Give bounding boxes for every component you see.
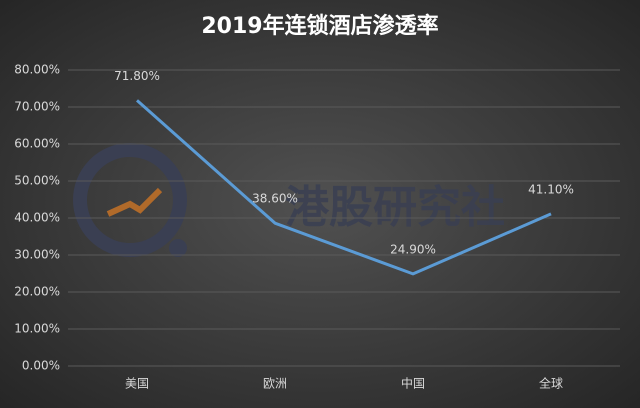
data-label: 71.80%: [114, 69, 160, 83]
y-tick-label: 0.00%: [22, 359, 60, 373]
y-tick-label: 50.00%: [14, 174, 60, 188]
x-tick-label: 中国: [401, 376, 425, 391]
data-label: 41.10%: [528, 182, 574, 196]
x-tick-label: 美国: [125, 377, 149, 391]
y-tick-label: 20.00%: [14, 285, 60, 299]
watermark-logo: [73, 143, 187, 257]
y-tick-label: 10.00%: [14, 322, 60, 336]
x-tick-label: 全球: [539, 376, 563, 391]
y-tick-label: 80.00%: [14, 63, 60, 77]
x-tick-label: 欧洲: [263, 377, 287, 391]
chart-title: 2019年连锁酒店渗透率: [201, 13, 438, 39]
data-label: 38.60%: [252, 192, 298, 206]
watermark: 港股研究社: [285, 182, 505, 233]
y-tick-label: 70.00%: [14, 100, 60, 114]
data-line: [136, 99, 552, 276]
data-label: 24.90%: [390, 242, 436, 256]
y-tick-label: 40.00%: [14, 211, 60, 225]
y-tick-label: 60.00%: [14, 137, 60, 151]
y-tick-label: 30.00%: [14, 248, 60, 262]
